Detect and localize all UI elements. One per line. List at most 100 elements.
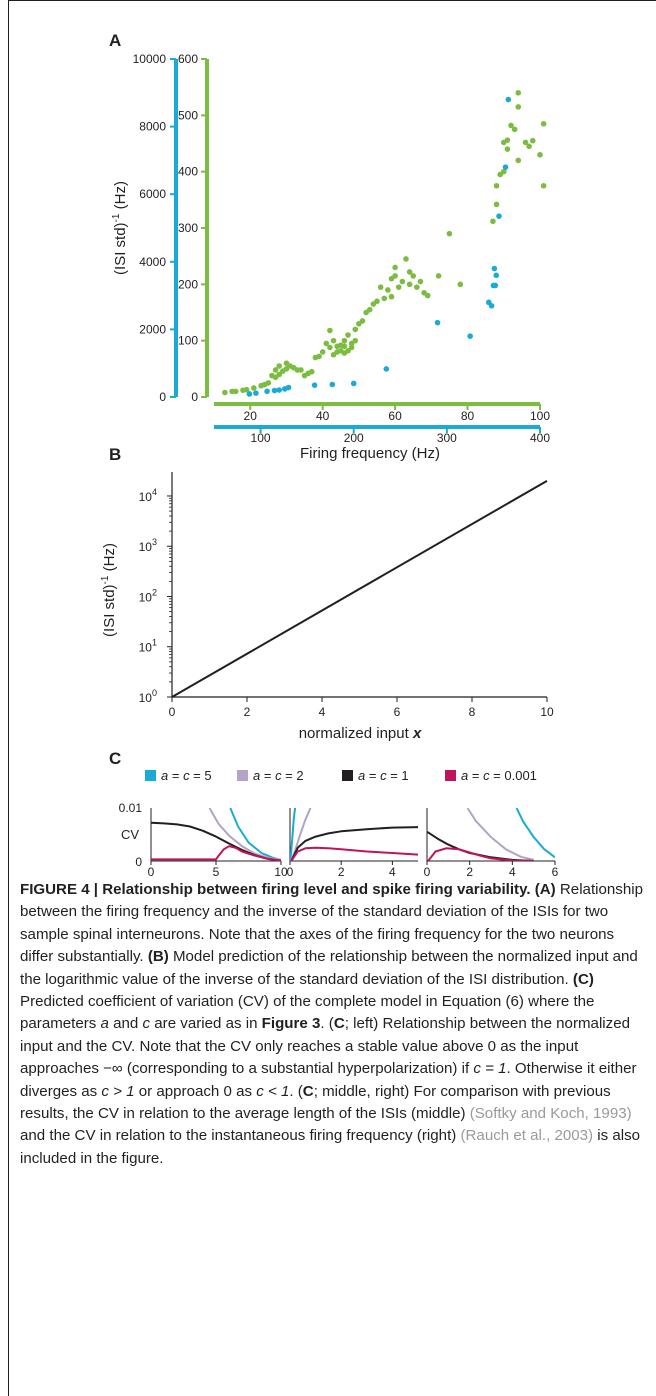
blue-data-point <box>505 96 512 103</box>
caption-var-c: c <box>142 1015 151 1033</box>
blue-data-point <box>276 387 283 393</box>
legend-entry: a = c = 5 <box>161 768 212 783</box>
green-data-point <box>493 182 500 189</box>
caption-equation: c > 1 <box>101 1082 135 1100</box>
green-data-point <box>345 348 351 354</box>
blue-data-point <box>329 381 336 388</box>
panel-a-data-points <box>222 90 547 397</box>
green-x-tick-label: 40 <box>316 409 330 423</box>
panel-c-right-plot: 0 2 4 6 IFF (Hz) <box>424 808 559 880</box>
figure-caption: FIGURE 4 | Relationship between firing l… <box>20 879 646 1170</box>
panel-c-ytick-bottom: 0 <box>135 855 142 869</box>
subplot-x-tick-label: 10 <box>274 865 288 879</box>
panel-b-xlabel: normalized input x <box>299 725 422 742</box>
legend-var-a: a <box>461 768 468 783</box>
caption-b-text: Model prediction of the relationship bet… <box>20 948 638 988</box>
legend-var-c: c <box>275 768 282 783</box>
blue-x-tick-label: 200 <box>344 431 364 445</box>
green-data-point <box>504 146 511 152</box>
subplot-x-tick-label: 5 <box>213 865 220 879</box>
blue-x-tick-label: 400 <box>530 431 550 445</box>
green-y-tick-label: 400 <box>178 165 198 179</box>
caption-c-text: ; left) Relationship between the normali… <box>20 1015 630 1078</box>
legend-var-c: c <box>380 768 387 783</box>
green-data-point <box>392 273 398 279</box>
green-data-point <box>330 337 337 344</box>
green-data-point <box>309 368 315 375</box>
blue-data-point <box>253 390 259 396</box>
green-data-point <box>374 298 380 305</box>
panel-b-y-tick-label: 103 <box>139 537 157 554</box>
blue-data-point <box>502 164 509 170</box>
legend-swatch <box>342 770 353 781</box>
blue-y-tick-label: 0 <box>159 390 166 404</box>
subplot-x-tick-label: 4 <box>509 865 516 879</box>
blue-x-tick-label: 100 <box>251 431 271 445</box>
legend-equals: = <box>468 768 483 783</box>
panel-b-x-tick-label: 10 <box>540 705 554 719</box>
subplot-x-label: IFF (Hz) <box>469 879 513 880</box>
blue-data-point <box>264 388 270 395</box>
green-data-point <box>381 295 388 302</box>
legend-value: = 0.001 <box>490 768 537 783</box>
green-y-tick-label: 200 <box>178 277 198 291</box>
caption-c-text: and <box>108 1015 143 1033</box>
legend-equals: = <box>365 768 380 783</box>
subplot-x-tick-label: 0 <box>424 865 431 879</box>
green-data-point <box>232 388 239 395</box>
panel-b-x-tick-label: 8 <box>469 705 476 719</box>
caption-equation: c < 1 <box>256 1082 290 1100</box>
legend-var-c: c <box>183 768 190 783</box>
subplot-x-tick-label: 2 <box>338 865 345 879</box>
legend-swatch <box>445 770 456 781</box>
cv-curve <box>151 845 281 861</box>
green-data-point <box>446 230 453 237</box>
panel-b-x-tick-label: 4 <box>319 705 326 719</box>
panel-b-y-tick-exp: 0 <box>152 688 157 698</box>
green-data-point <box>406 269 413 275</box>
subplot-x-tick-label: 0 <box>287 865 294 879</box>
panel-b-y-tick-exp: 2 <box>152 587 157 597</box>
legend-value: = 5 <box>190 768 212 783</box>
legend-value: = 1 <box>387 768 409 783</box>
caption-c-tag: C <box>302 1082 314 1100</box>
panel-b-y-tick-exp: 4 <box>152 487 157 497</box>
caption-reference-link[interactable]: (Softky and Koch, 1993) <box>469 1105 632 1123</box>
green-data-point <box>327 327 333 334</box>
cv-curve <box>229 808 281 861</box>
panel-c-middle-plot: 0 2 4 ISI (s) <box>287 808 418 880</box>
green-x-tick-label: 100 <box>530 409 550 423</box>
panel-b-y-tick-base: 10 <box>139 691 153 705</box>
green-data-point <box>515 157 522 164</box>
green-data-point <box>377 284 384 290</box>
caption-title: FIGURE 4 | Relationship between firing l… <box>20 881 531 898</box>
legend-var-c: c <box>483 768 490 783</box>
cv-curve <box>466 808 534 861</box>
subplot-x-tick-label: 2 <box>466 865 473 879</box>
legend-equals: = <box>260 768 275 783</box>
green-data-point <box>414 284 420 290</box>
caption-reference-link[interactable]: (Rauch et al., 2003) <box>460 1127 594 1145</box>
blue-y-tick-label: 4000 <box>139 255 166 269</box>
panel-b-y-tick-exp: 1 <box>152 638 157 648</box>
green-data-point <box>298 367 304 373</box>
legend-value: = 2 <box>282 768 304 783</box>
green-data-point <box>251 385 257 391</box>
green-y-tick-label: 600 <box>178 52 198 66</box>
blue-data-point <box>246 391 253 397</box>
panel-a-xlabel: Firing frequency (Hz) <box>300 445 440 462</box>
caption-c-text: is also included in the figure. <box>20 1127 641 1167</box>
green-data-point <box>366 306 373 313</box>
cv-curve <box>515 808 555 859</box>
green-data-point <box>388 293 395 300</box>
legend-entry: a = c = 0.001 <box>461 768 537 783</box>
legend-entry: a = c = 1 <box>358 768 409 783</box>
caption-figure-3-link[interactable]: Figure 3 <box>261 1015 321 1033</box>
panel-b-y-tick-base: 10 <box>139 540 153 554</box>
green-data-point <box>341 337 348 344</box>
green-data-point <box>319 349 326 355</box>
subplot-x-label: ISI (s) <box>338 879 370 880</box>
caption-b-tag: (B) <box>147 948 169 966</box>
